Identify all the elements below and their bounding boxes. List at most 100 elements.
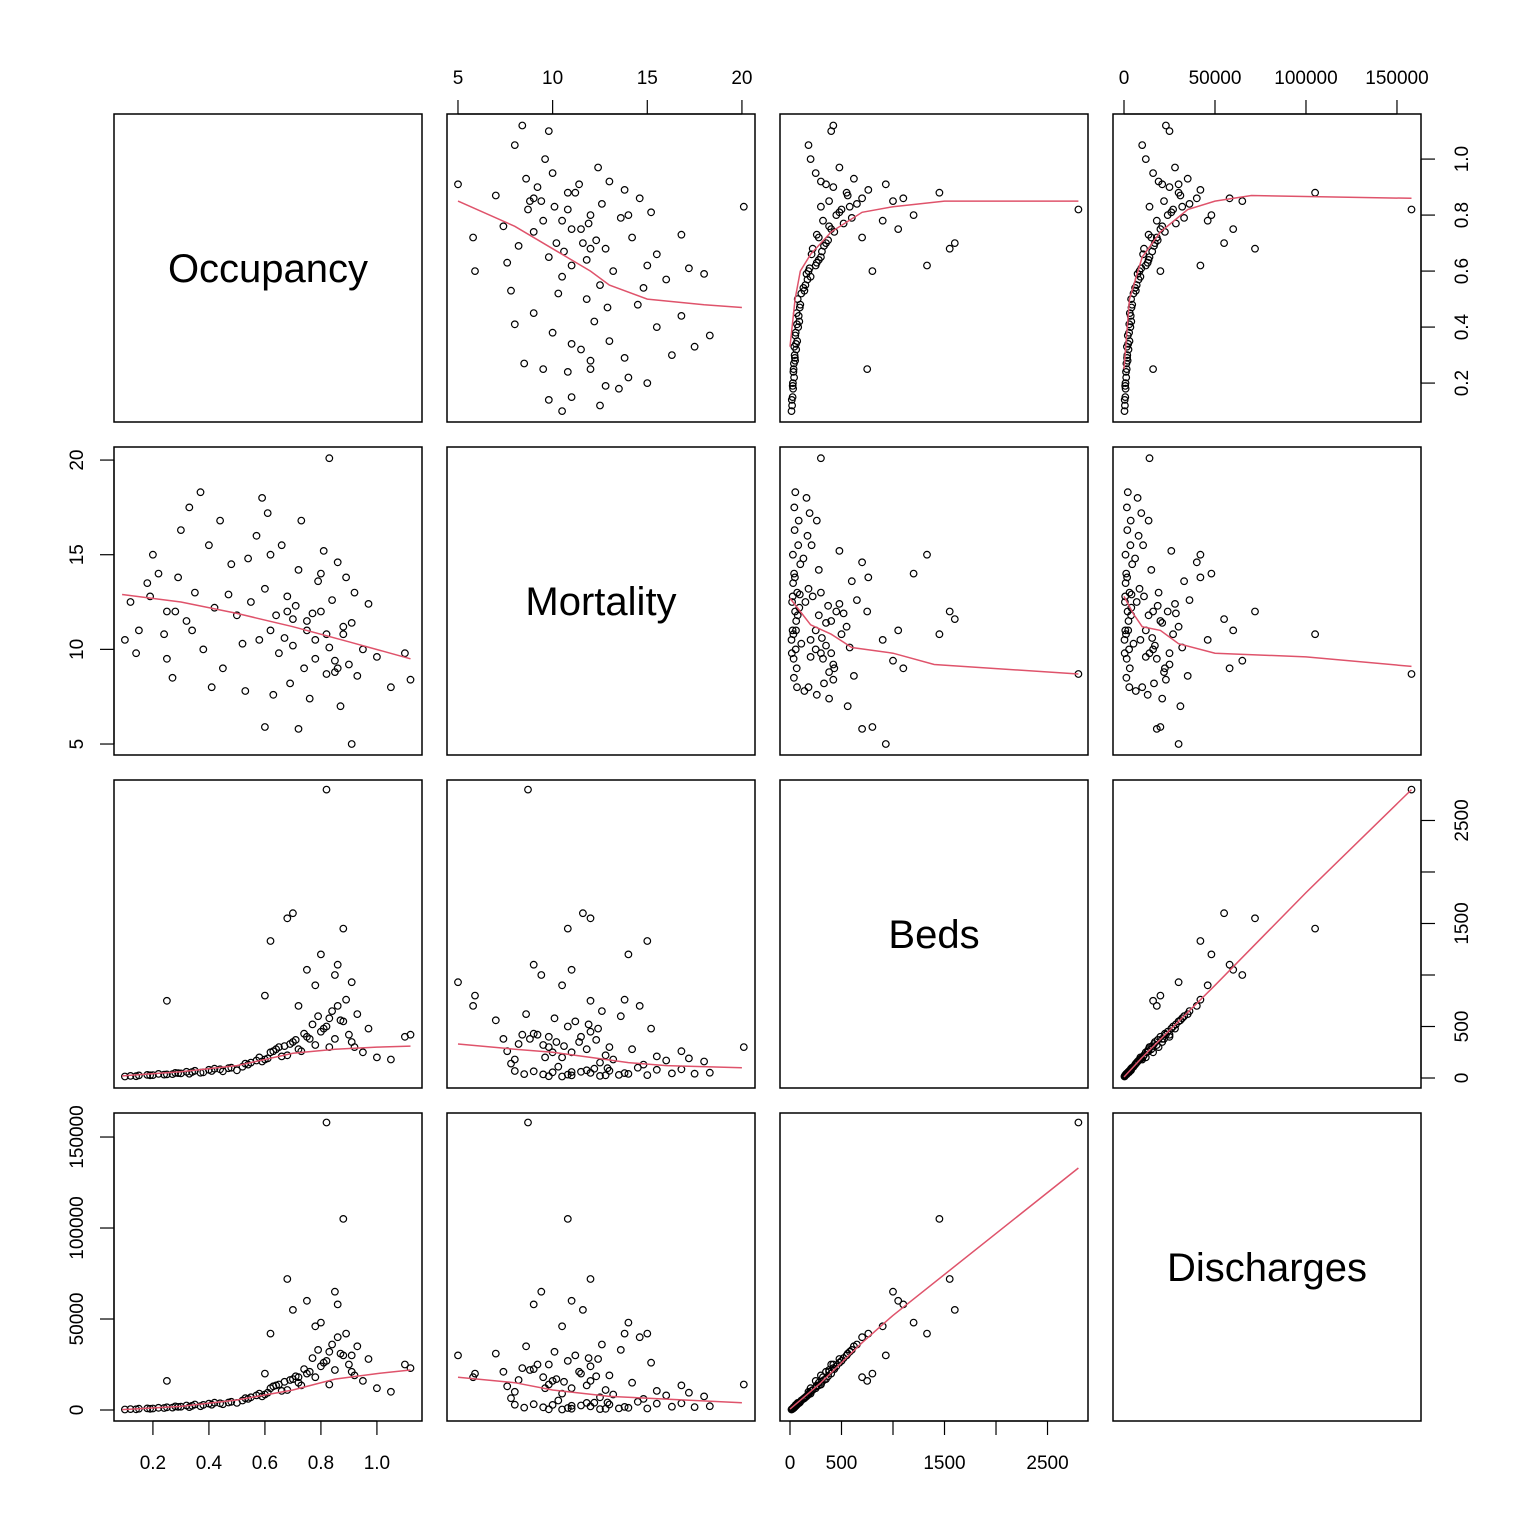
data-point bbox=[705, 1068, 714, 1077]
data-point bbox=[950, 239, 959, 248]
scatter-panel bbox=[446, 779, 756, 1089]
data-point bbox=[529, 1400, 538, 1409]
data-point bbox=[558, 216, 566, 225]
data-point bbox=[584, 1020, 593, 1029]
tick-label: 100000 bbox=[1274, 68, 1337, 89]
data-point bbox=[1125, 320, 1134, 329]
data-point bbox=[347, 1038, 356, 1046]
data-point bbox=[1238, 971, 1247, 979]
data-point bbox=[1138, 683, 1147, 692]
data-point bbox=[571, 1017, 580, 1026]
data-point bbox=[1132, 598, 1141, 606]
data-point bbox=[1174, 978, 1183, 987]
data-point bbox=[643, 379, 652, 388]
tick-label: 0.4 bbox=[1452, 313, 1473, 340]
data-point bbox=[799, 554, 808, 563]
data-point bbox=[923, 1329, 931, 1338]
data-point bbox=[635, 194, 644, 203]
data-point bbox=[246, 598, 255, 606]
data-point bbox=[333, 664, 342, 673]
data-point bbox=[668, 1402, 676, 1411]
points-group bbox=[787, 121, 1083, 416]
data-point bbox=[601, 244, 610, 253]
tick-label: 0.2 bbox=[1452, 370, 1473, 396]
data-point bbox=[827, 617, 836, 625]
data-point bbox=[1196, 573, 1205, 582]
data-point bbox=[162, 1070, 171, 1079]
data-point bbox=[677, 1381, 686, 1390]
data-point bbox=[806, 653, 815, 661]
data-point bbox=[789, 379, 797, 388]
data-point bbox=[804, 584, 813, 593]
data-point bbox=[1126, 516, 1135, 525]
data-point bbox=[1207, 950, 1216, 959]
data-point bbox=[204, 541, 213, 550]
data-point bbox=[1161, 675, 1170, 684]
data-point bbox=[328, 1340, 337, 1349]
data-point bbox=[825, 694, 833, 703]
data-point bbox=[280, 634, 289, 642]
scatter-panel bbox=[446, 113, 756, 423]
data-point bbox=[347, 1351, 356, 1360]
panel-border bbox=[113, 113, 423, 423]
data-point bbox=[317, 569, 325, 578]
data-point bbox=[529, 227, 538, 236]
data-point bbox=[373, 1053, 381, 1062]
data-point bbox=[1138, 141, 1147, 150]
data-point bbox=[199, 645, 208, 654]
data-point bbox=[325, 643, 334, 652]
data-point bbox=[544, 1405, 553, 1414]
data-point bbox=[529, 960, 538, 969]
data-point bbox=[162, 607, 171, 616]
data-point bbox=[945, 244, 954, 253]
data-point bbox=[331, 971, 339, 979]
data-point bbox=[858, 725, 866, 733]
tick-label: 500 bbox=[1452, 1011, 1473, 1043]
data-point bbox=[1139, 1052, 1147, 1061]
data-point bbox=[605, 1371, 614, 1380]
data-point bbox=[280, 1042, 289, 1050]
data-point bbox=[582, 256, 591, 264]
data-point bbox=[582, 1045, 591, 1054]
diagonal-label-panel: Mortality bbox=[446, 446, 756, 756]
data-point bbox=[1165, 660, 1174, 669]
data-point bbox=[350, 588, 359, 597]
data-point bbox=[529, 1067, 538, 1076]
data-point bbox=[185, 503, 194, 512]
data-point bbox=[795, 303, 804, 312]
data-point bbox=[812, 516, 821, 525]
data-point bbox=[1165, 127, 1174, 136]
data-point bbox=[822, 180, 830, 189]
data-point bbox=[188, 1068, 197, 1076]
data-point bbox=[1153, 601, 1162, 610]
data-point bbox=[529, 194, 538, 203]
data-point bbox=[603, 1398, 612, 1407]
data-point bbox=[609, 1390, 618, 1399]
bottom-x-axis: 0 500 1500 2500 bbox=[785, 1420, 1069, 1474]
data-point bbox=[881, 740, 890, 748]
data-point bbox=[558, 1389, 566, 1398]
data-point bbox=[690, 342, 699, 351]
data-point bbox=[1178, 1014, 1187, 1023]
data-point bbox=[586, 365, 595, 374]
panel-border bbox=[113, 446, 423, 756]
data-point bbox=[789, 384, 797, 393]
data-point bbox=[800, 286, 809, 295]
smooth-line bbox=[1123, 596, 1412, 668]
data-point bbox=[624, 1318, 633, 1327]
data-point bbox=[571, 188, 580, 197]
data-point bbox=[297, 1381, 306, 1390]
panel-border bbox=[779, 779, 1089, 1089]
data-point bbox=[552, 1038, 561, 1046]
data-point bbox=[353, 672, 362, 680]
tick-label: 1.0 bbox=[1452, 146, 1473, 172]
data-point bbox=[1129, 639, 1138, 648]
data-point bbox=[1125, 645, 1133, 654]
data-point bbox=[582, 295, 591, 304]
data-point bbox=[567, 225, 576, 234]
data-point bbox=[624, 1069, 633, 1078]
data-point bbox=[317, 607, 325, 616]
data-point bbox=[787, 396, 796, 404]
left-y-axis: 5 10 15 20 bbox=[67, 449, 115, 749]
data-point bbox=[685, 1388, 693, 1397]
